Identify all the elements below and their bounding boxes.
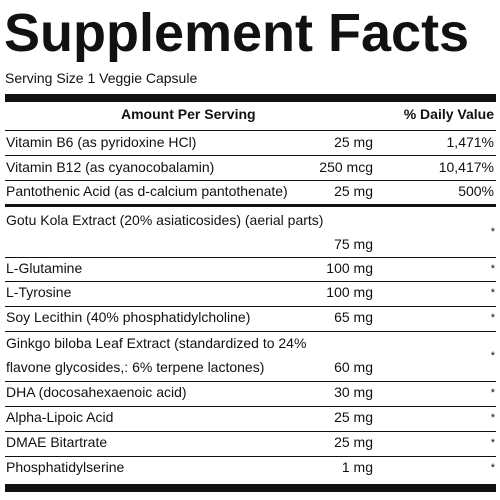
divider (5, 281, 496, 282)
nutrient-name: Vitamin B12 (as cyanocobalamin) (6, 159, 215, 175)
amount-per-serving-header: Amount Per Serving (121, 106, 256, 122)
nutrient-name-line-1: Ginkgo biloba Leaf Extract (standardized… (6, 335, 307, 351)
nutrient-daily-value: * (490, 412, 495, 424)
nutrient-daily-value: 1,471% (446, 134, 494, 150)
nutrient-name: Pantothenic Acid (as d-calcium pantothen… (6, 183, 288, 199)
nutrient-amount: 25 mg (334, 134, 373, 150)
nutrient-daily-value: * (490, 437, 495, 449)
nutrient-daily-value: * (490, 287, 495, 299)
nutrient-amount: 1 mg (341, 459, 373, 475)
divider (5, 306, 496, 307)
nutrient-daily-value: 10,417% (438, 159, 494, 175)
nutrient-amount: 25 mg (334, 434, 373, 450)
nutrient-amount: 75 mg (334, 236, 373, 252)
daily-value-header: % Daily Value (403, 106, 494, 122)
nutrient-daily-value: * (490, 226, 495, 238)
nutrient-name: Soy Lecithin (40% phosphatidylcholine) (6, 309, 251, 325)
serving-size: Serving Size 1 Veggie Capsule (5, 70, 198, 86)
nutrient-name: Vitamin B6 (as pyridoxine HCl) (6, 134, 197, 150)
nutrient-amount: 30 mg (334, 384, 373, 400)
nutrient-daily-value: 500% (458, 183, 494, 199)
nutrient-name: L-Glutamine (6, 260, 83, 276)
nutrient-name: Phosphatidylserine (6, 459, 125, 475)
divider (5, 431, 496, 432)
nutrient-name: Alpha-Lipoic Acid (6, 409, 114, 425)
divider (5, 155, 496, 156)
nutrient-daily-value: * (490, 350, 495, 362)
nutrient-daily-value: * (490, 387, 495, 399)
nutrient-amount: 65 mg (334, 309, 373, 325)
nutrient-name: DHA (docosahexaenoic acid) (6, 384, 187, 400)
divider (5, 456, 496, 457)
nutrient-amount: 25 mg (334, 409, 373, 425)
nutrient-daily-value: * (490, 263, 495, 275)
divider (5, 406, 496, 407)
divider (5, 130, 496, 131)
nutrient-daily-value: * (490, 312, 495, 324)
nutrient-amount: 25 mg (334, 183, 373, 199)
nutrient-name-line-2: flavone glycosides,: 6% terpene lactones… (6, 359, 265, 375)
nutrient-amount: 100 mg (326, 260, 373, 276)
nutrient-daily-value: * (490, 462, 495, 474)
bottom-rule (5, 484, 496, 492)
nutrient-amount: 60 mg (334, 359, 373, 375)
divider (5, 331, 496, 332)
nutrient-amount: 250 mcg (319, 159, 373, 175)
divider (5, 257, 496, 258)
divider (5, 381, 496, 382)
nutrient-amount: 100 mg (326, 284, 373, 300)
section-rule (5, 204, 496, 207)
nutrient-name: Gotu Kola Extract (20% asiaticosides) (a… (6, 212, 324, 228)
nutrient-name: L-Tyrosine (6, 284, 72, 300)
nutrient-name: DMAE Bitartrate (6, 434, 108, 450)
top-rule (5, 94, 496, 102)
supplement-facts-title: Supplement Facts (4, 3, 470, 63)
divider (5, 180, 496, 181)
